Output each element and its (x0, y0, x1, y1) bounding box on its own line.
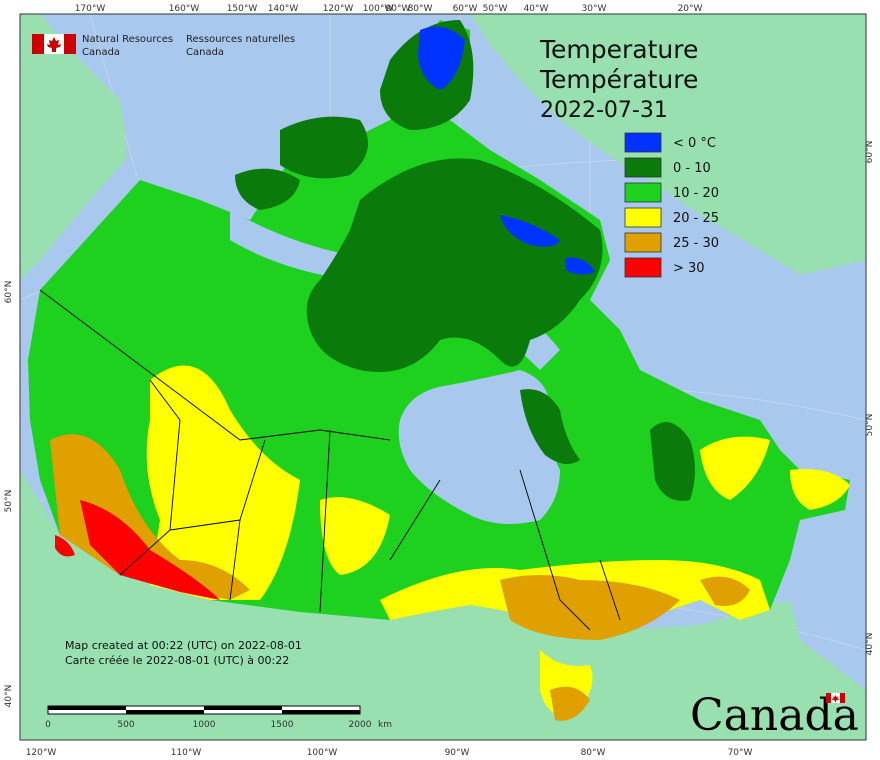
legend-swatch (624, 257, 662, 278)
tick-top: 150°W (227, 4, 258, 14)
tick-left: 40°N (4, 685, 14, 708)
note-fr: Carte créée le 2022-08-01 (UTC) à 00:22 (65, 654, 289, 667)
prairies-warm (146, 365, 300, 600)
tick-top: 50°W (483, 4, 508, 14)
bc-coast-extreme (55, 535, 75, 557)
tick-top: 40°W (524, 4, 549, 14)
org-en-line2: Canada (82, 47, 120, 58)
scale-label: 0 (45, 720, 51, 730)
hudson-bay (398, 370, 560, 524)
legend-swatch (624, 207, 662, 228)
banks-island (235, 168, 300, 210)
tick-bottom: 120°W (26, 748, 57, 758)
legend: < 0 °C 0 - 10 10 - 20 20 - 25 25 - 30 > 30 (624, 132, 719, 278)
ontario-hot (500, 575, 680, 640)
windsor-hot (550, 686, 590, 721)
alaska (20, 14, 125, 280)
tick-top: 80°W (408, 4, 433, 14)
tick-left: 60°N (4, 281, 14, 304)
arctic-islands-north (306, 158, 603, 372)
scale-bar: 0 500 1000 1500 2000 km (45, 705, 392, 730)
tick-bottom: 80°W (581, 748, 606, 758)
ellesmere-ice (418, 26, 465, 91)
map-title: Temperature Température 2022-07-31 (539, 35, 698, 123)
scale-unit: km (378, 720, 392, 730)
tick-top: 100°W (363, 4, 394, 14)
scale-label: 500 (117, 720, 134, 730)
tick-right: 40°N (865, 633, 875, 656)
tick-top: 20°W (678, 4, 703, 14)
org-en-line1: Natural Resources (82, 34, 173, 45)
tick-right: 50°N (865, 414, 875, 437)
tick-top: 170°W (75, 4, 106, 14)
org-fr-line2: Canada (186, 47, 224, 58)
wordmark-flag-icon (826, 693, 845, 703)
scale-label: 2000 (349, 720, 372, 730)
title-fr: Température (539, 65, 698, 94)
map-frame (19, 13, 867, 741)
iceland (772, 24, 834, 80)
baffin-ice-south (565, 257, 595, 275)
legend-swatch (624, 182, 662, 203)
title-en: Temperature (539, 35, 698, 64)
tick-right: 60°N (865, 141, 875, 164)
tick-top: 30°W (582, 4, 607, 14)
bc-alberta-hot (50, 434, 250, 600)
baffin-ice (500, 215, 560, 247)
greenland (470, 14, 866, 275)
tick-bottom: 100°W (307, 748, 338, 758)
legend-swatch (624, 157, 662, 178)
quebec-north-cold (520, 389, 580, 464)
province-borders (39, 289, 621, 631)
legend-label: < 0 °C (673, 136, 716, 151)
legend-label: 25 - 30 (673, 236, 719, 251)
tick-top: 160°W (169, 4, 200, 14)
tick-top: 90°W (386, 4, 411, 14)
legend-swatch (624, 232, 662, 253)
org-fr-line1: Ressources naturelles (186, 34, 295, 45)
tick-left: 50°N (4, 490, 14, 513)
note-en: Map created at 00:22 (UTC) on 2022-08-01 (65, 639, 302, 652)
legend-label: 0 - 10 (673, 161, 711, 176)
tick-top: 120°W (323, 4, 354, 14)
canada-flag-icon (32, 34, 76, 54)
newfoundland-warm (790, 469, 850, 510)
nb-hot (700, 576, 750, 606)
nrcan-signature: Natural Resources Canada Ressources natu… (32, 34, 295, 58)
bc-extreme (80, 500, 220, 600)
legend-label: 20 - 25 (673, 211, 719, 226)
tick-top: 140°W (268, 4, 299, 14)
legend-label: > 30 (673, 261, 705, 276)
scale-label: 1000 (193, 720, 216, 730)
manitoba-warm (320, 497, 390, 575)
tick-top: 60°W (453, 4, 478, 14)
tick-bottom: 110°W (171, 748, 202, 758)
labrador-warm (700, 436, 770, 500)
legend-label: 10 - 20 (673, 186, 719, 201)
legend-swatch (624, 132, 662, 153)
arctic-island-west (280, 116, 368, 179)
tick-bottom: 90°W (445, 748, 470, 758)
canada-wordmark: Canada (690, 690, 859, 741)
axis-ticks: 170°W 160°W 150°W 140°W 120°W 100°W 90°W… (4, 4, 875, 758)
tick-bottom: 70°W (728, 748, 753, 758)
scale-label: 1500 (271, 720, 294, 730)
labrador-cold (650, 422, 695, 501)
map-date: 2022-07-31 (540, 98, 668, 123)
